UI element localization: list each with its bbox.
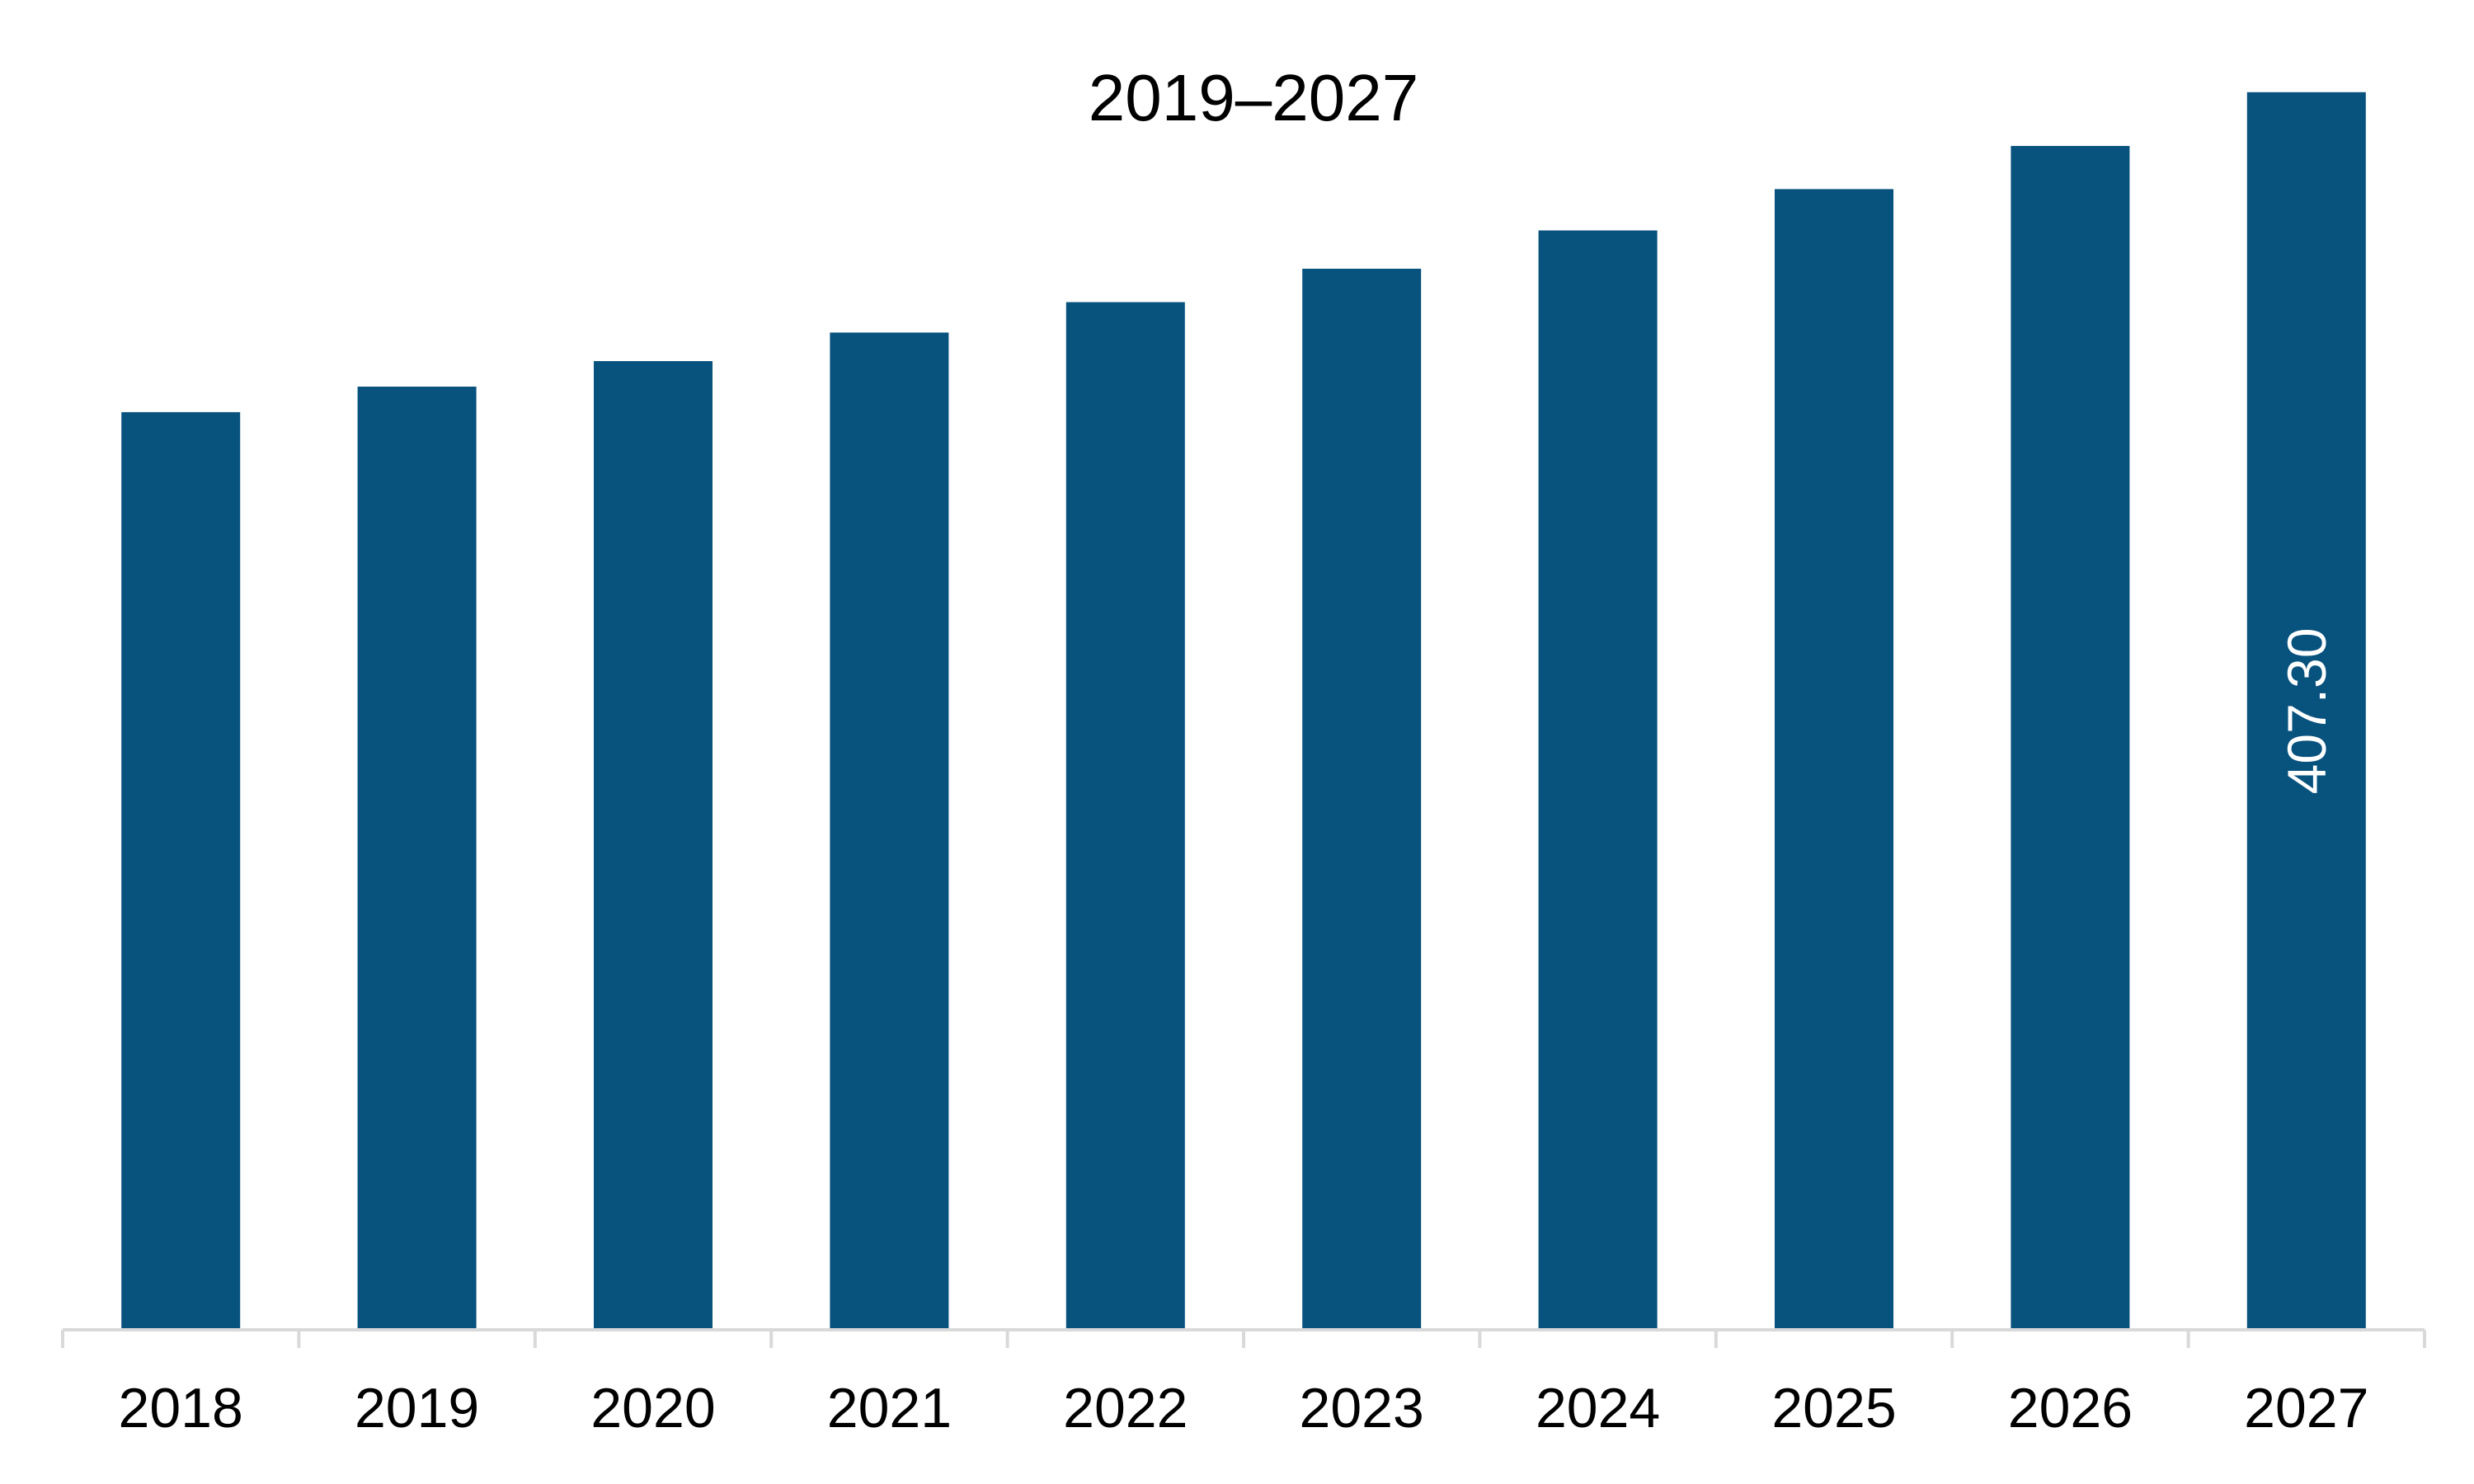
bar-2026: [2011, 146, 2130, 1331]
bar-2023: [1302, 268, 1422, 1330]
x-tick-label-2025: 2025: [1771, 1377, 1896, 1439]
x-tick-label-2023: 2023: [1300, 1377, 1424, 1439]
x-tick-label-2027: 2027: [2244, 1377, 2368, 1439]
x-tick-label-2019: 2019: [355, 1377, 479, 1439]
bar-2024: [1538, 230, 1658, 1331]
x-tick-label-2026: 2026: [2008, 1377, 2133, 1439]
bar-2025: [1775, 189, 1893, 1331]
bar-2022: [1065, 302, 1185, 1330]
bar-2019: [357, 386, 477, 1330]
data-labels: 407.30: [2276, 627, 2337, 794]
bars-group: [121, 92, 2366, 1331]
bar-2021: [830, 332, 949, 1330]
x-tick-labels: 2018 2019 2020 2021 2022 2023 2024 2025 2026 2027: [119, 1377, 2369, 1439]
x-tick-label-2018: 2018: [119, 1377, 243, 1439]
data-label-2027: 407.30: [2276, 627, 2337, 794]
bar-2027: [2246, 92, 2366, 1330]
bar-2018: [121, 411, 241, 1330]
x-tick-label-2020: 2020: [590, 1377, 715, 1439]
x-tick-label-2024: 2024: [1536, 1377, 1660, 1439]
x-tick-label-2021: 2021: [827, 1377, 952, 1439]
x-axis: [61, 1328, 2426, 1348]
bar-2020: [594, 360, 713, 1331]
x-tick-label-2022: 2022: [1063, 1377, 1188, 1439]
chart-title: 2019–2027: [1089, 61, 1418, 134]
